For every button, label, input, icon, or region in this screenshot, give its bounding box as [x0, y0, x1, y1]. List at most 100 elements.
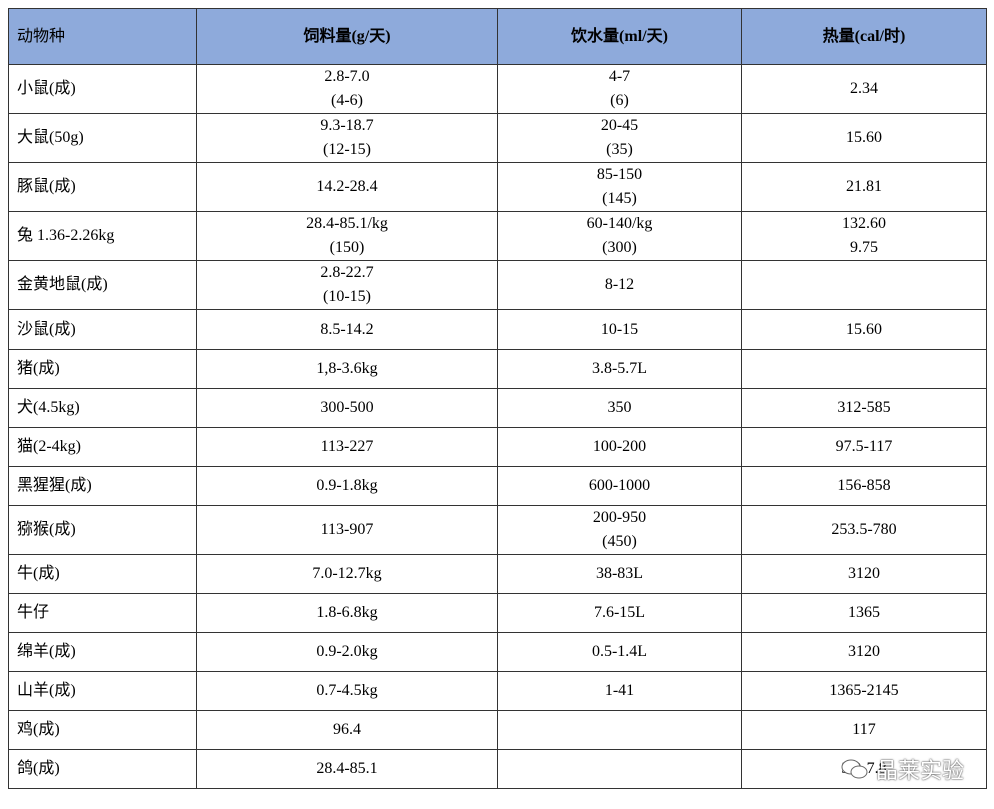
- table-row: 牛(成) 7.0-12.7kg 38-83L 3120: [8, 554, 987, 594]
- cell-line: 20-45: [600, 117, 639, 134]
- heat-cell: 1365: [741, 593, 987, 633]
- water-cell: 85-150 (145): [497, 162, 742, 212]
- feed-cell: 14.2-28.4: [196, 162, 498, 212]
- cell-line: 85-150: [596, 166, 643, 183]
- cell-line: (150): [329, 239, 365, 256]
- header-row: 动物种 饲料量(g/天) 饮水量(ml/天) 热量(cal/时): [8, 8, 987, 65]
- water-cell: 60-140/kg (300): [497, 211, 742, 261]
- heat-cell: 156-858: [741, 466, 987, 506]
- feed-cell: 96.4: [196, 710, 498, 750]
- cell-line: 15.60: [846, 320, 882, 338]
- cell-line: 7.0-12.7kg: [312, 565, 382, 582]
- heat-cell: 15.60: [741, 113, 987, 163]
- water-cell: 0.5-1.4L: [497, 632, 742, 672]
- cell-line: 15.60: [846, 129, 882, 146]
- cell-line: 8-12: [604, 276, 635, 293]
- header-cell: 动物种: [8, 8, 197, 65]
- feed-cell: 1,8-3.6kg: [196, 349, 498, 389]
- cell-line: 28.4-85.1/kg: [306, 215, 388, 232]
- table-row: 小鼠(成) 2.8-7.0 (4-6) 4-7 (6) 2.34: [8, 64, 987, 114]
- cell-line: 2.8-22.7: [320, 264, 374, 281]
- animal-cell: 兔 1.36-2.26kg: [8, 211, 197, 261]
- header-cell: 热量(cal/时): [741, 8, 987, 65]
- animal-cell: 小鼠(成): [8, 64, 197, 114]
- water-cell: 100-200: [497, 427, 742, 467]
- heat-cell: 2.34: [741, 64, 987, 114]
- cell-line: 7.6-15L: [593, 604, 646, 621]
- cell-line: 9.75: [850, 239, 878, 256]
- heat-cell: 253.5-780: [741, 505, 987, 555]
- cell-line: 1,8-3.6kg: [316, 360, 378, 377]
- feed-cell: 0.9-1.8kg: [196, 466, 498, 506]
- heat-cell: 3120: [741, 632, 987, 672]
- header-cell: 饲料量(g/天): [196, 8, 498, 65]
- cell-line: 600-1000: [588, 477, 651, 494]
- water-cell: 1-41: [497, 671, 742, 711]
- water-cell: 600-1000: [497, 466, 742, 506]
- table-row: 牛仔 1.8-6.8kg 7.6-15L 1365: [8, 593, 987, 633]
- feed-cell: 28.4-85.1/kg (150): [196, 211, 498, 261]
- header-cell: 饮水量(ml/天): [497, 8, 742, 65]
- cell-line: (450): [602, 533, 637, 550]
- table-row: 豚鼠(成) 14.2-28.4 85-150 (145) 21.81: [8, 162, 987, 212]
- cell-line: 117: [852, 721, 876, 738]
- water-cell: 38-83L: [497, 554, 742, 594]
- cell-line: 1-41: [604, 682, 635, 699]
- cell-line: 97.5-117: [835, 438, 893, 455]
- animal-cell: 金黄地鼠(成): [8, 260, 197, 310]
- animal-cell: 鸽(成): [8, 749, 197, 789]
- cell-line: (4-6): [331, 92, 363, 109]
- heat-cell: 117: [741, 710, 987, 750]
- heat-cell: 15.60: [741, 309, 987, 350]
- table-row: 兔 1.36-2.26kg 28.4-85.1/kg (150) 60-140/kg (…: [8, 211, 987, 261]
- cell-line: (300): [602, 239, 637, 256]
- table-row: 黑猩猩(成) 0.9-1.8kg 600-1000 156-858: [8, 466, 987, 506]
- cell-line: 132.60: [842, 215, 886, 232]
- cell-line: 2.34: [850, 80, 878, 97]
- cell-line: 3.8-5.7L: [591, 360, 648, 377]
- water-cell: 10-15: [497, 309, 742, 350]
- heat-cell: 97.5-117: [741, 427, 987, 467]
- cell-line: 100-200: [592, 438, 647, 455]
- table-row: 猫(2-4kg) 113-227 100-200 97.5-117: [8, 427, 987, 467]
- cell-line: 156-858: [837, 477, 891, 494]
- animal-cell: 猕猴(成): [8, 505, 197, 555]
- cell-line: 3120: [848, 565, 880, 582]
- cell-line: 96.4: [333, 721, 361, 738]
- cell-line: (10-15): [323, 288, 371, 305]
- wechat-icon: [841, 759, 868, 779]
- cell-line: 350: [607, 399, 632, 416]
- cell-line: 0.7-4.5kg: [316, 682, 378, 699]
- animal-cell: 沙鼠(成): [8, 309, 197, 350]
- cell-line: 2.8-7.0: [324, 68, 370, 85]
- cell-line: 14.2-28.4: [316, 178, 378, 195]
- table-row: 沙鼠(成) 8.5-14.2 10-15 15.60: [8, 309, 987, 350]
- cell-line: 3120: [848, 643, 880, 660]
- watermark: 晶莱实验: [840, 753, 964, 785]
- cell-line: 60-140/kg: [586, 215, 653, 232]
- table-row: 犬(4.5kg) 300-500 350 312-585: [8, 388, 987, 428]
- cell-line: 21.81: [846, 178, 882, 195]
- animal-cell: 牛仔: [8, 593, 197, 633]
- water-cell: 20-45 (35): [497, 113, 742, 163]
- animal-cell: 山羊(成): [8, 671, 197, 711]
- cell-line: 38-83L: [595, 565, 644, 582]
- table-row: 大鼠(50g) 9.3-18.7 (12-15) 20-45 (35) 15.60: [8, 113, 987, 163]
- feed-cell: 113-227: [196, 427, 498, 467]
- watermark-text: 晶莱实验: [875, 759, 964, 784]
- cell-line: 9.3-18.7: [320, 117, 374, 134]
- cell-line: 28.4-85.1: [316, 760, 378, 777]
- cell-line: 4-7: [608, 68, 631, 85]
- cell-line: (35): [606, 141, 633, 158]
- water-cell: [497, 710, 742, 750]
- animal-cell: 猪(成): [8, 349, 197, 389]
- cell-line: (145): [602, 190, 637, 207]
- cell-line: 0.5-1.4L: [591, 643, 648, 660]
- animal-cell: 牛(成): [8, 554, 197, 594]
- cell-line: 200-950: [592, 509, 647, 526]
- feed-cell: 7.0-12.7kg: [196, 554, 498, 594]
- table-row: 猕猴(成) 113-907 200-950 (450) 253.5-780: [8, 505, 987, 555]
- water-cell: 350: [497, 388, 742, 428]
- data-table: 动物种 饲料量(g/天) 饮水量(ml/天) 热量(cal/时) 小鼠(成) 2.…: [8, 8, 987, 789]
